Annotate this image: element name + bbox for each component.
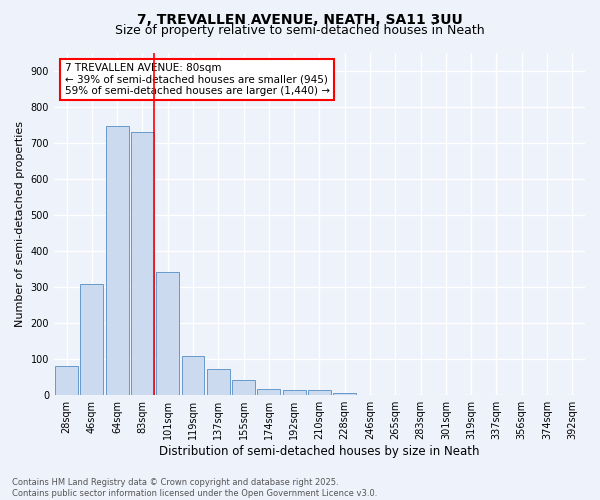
Text: 7, TREVALLEN AVENUE, NEATH, SA11 3UU: 7, TREVALLEN AVENUE, NEATH, SA11 3UU	[137, 12, 463, 26]
Text: Size of property relative to semi-detached houses in Neath: Size of property relative to semi-detach…	[115, 24, 485, 37]
Bar	[334, 393, 356, 394]
Text: Contains HM Land Registry data © Crown copyright and database right 2025.
Contai: Contains HM Land Registry data © Crown c…	[12, 478, 377, 498]
Bar	[207, 370, 230, 394]
X-axis label: Distribution of semi-detached houses by size in Neath: Distribution of semi-detached houses by …	[159, 444, 480, 458]
Bar	[55, 366, 78, 394]
Text: 7 TREVALLEN AVENUE: 80sqm
← 39% of semi-detached houses are smaller (945)
59% of: 7 TREVALLEN AVENUE: 80sqm ← 39% of semi-…	[65, 63, 329, 96]
Bar	[232, 380, 255, 394]
Bar	[257, 390, 280, 394]
Bar	[157, 272, 179, 394]
Bar	[283, 390, 305, 394]
Bar	[80, 284, 103, 395]
Bar	[106, 126, 128, 394]
Bar	[308, 390, 331, 394]
Bar	[131, 132, 154, 394]
Bar	[182, 356, 205, 395]
Y-axis label: Number of semi-detached properties: Number of semi-detached properties	[15, 120, 25, 326]
